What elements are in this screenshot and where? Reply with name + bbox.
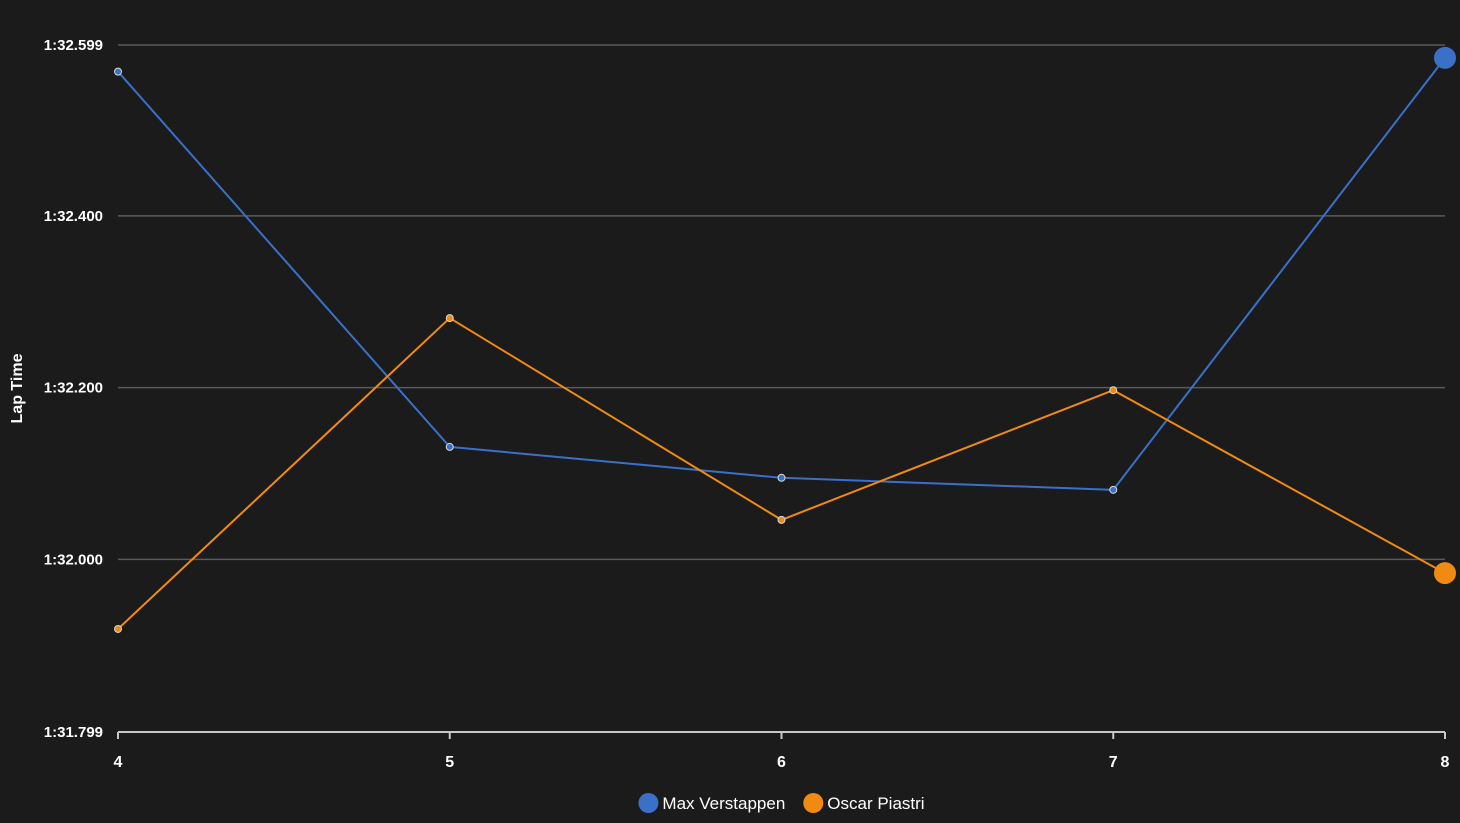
data-point[interactable] [1434,562,1456,585]
y-axis-title: Lap Time [9,353,26,423]
legend-label: Max Verstappen [662,794,785,813]
x-tick-label: 7 [1109,754,1118,771]
legend-label: Oscar Piastri [827,794,924,813]
x-tick-label: 4 [114,754,123,771]
data-point[interactable] [445,314,454,323]
axes: 1:31.799 1:32.000 1:32.200 1:32.400 1:32.599… [9,37,1450,771]
legend-swatch [803,793,824,813]
legend-item[interactable]: Oscar Piastri [803,793,925,813]
legend: Max Verstappen Oscar Piastri [638,793,925,813]
series-line [117,57,1446,491]
data-point[interactable] [777,473,786,482]
series-lines [114,46,1456,633]
x-tick-label: 6 [777,754,786,771]
y-tick-label: 1:32.000 [44,551,103,568]
data-point[interactable] [1434,46,1456,69]
series-line [117,317,1446,630]
x-tick-label: 8 [1441,754,1450,771]
legend-item[interactable]: Max Verstappen [638,793,785,813]
x-tick-label: 5 [445,754,454,771]
data-point[interactable] [1109,485,1118,494]
y-tick-label: 1:31.799 [44,724,103,741]
grid-lines [118,44,1445,561]
data-point[interactable] [777,515,786,524]
y-tick-label: 1:32.599 [44,37,103,54]
data-point[interactable] [114,624,122,633]
data-point[interactable] [1109,386,1118,395]
data-point[interactable] [445,442,454,451]
y-tick-label: 1:32.200 [44,380,103,397]
data-point[interactable] [114,67,122,76]
y-tick-label: 1:32.400 [44,208,103,225]
legend-swatch [638,793,659,813]
